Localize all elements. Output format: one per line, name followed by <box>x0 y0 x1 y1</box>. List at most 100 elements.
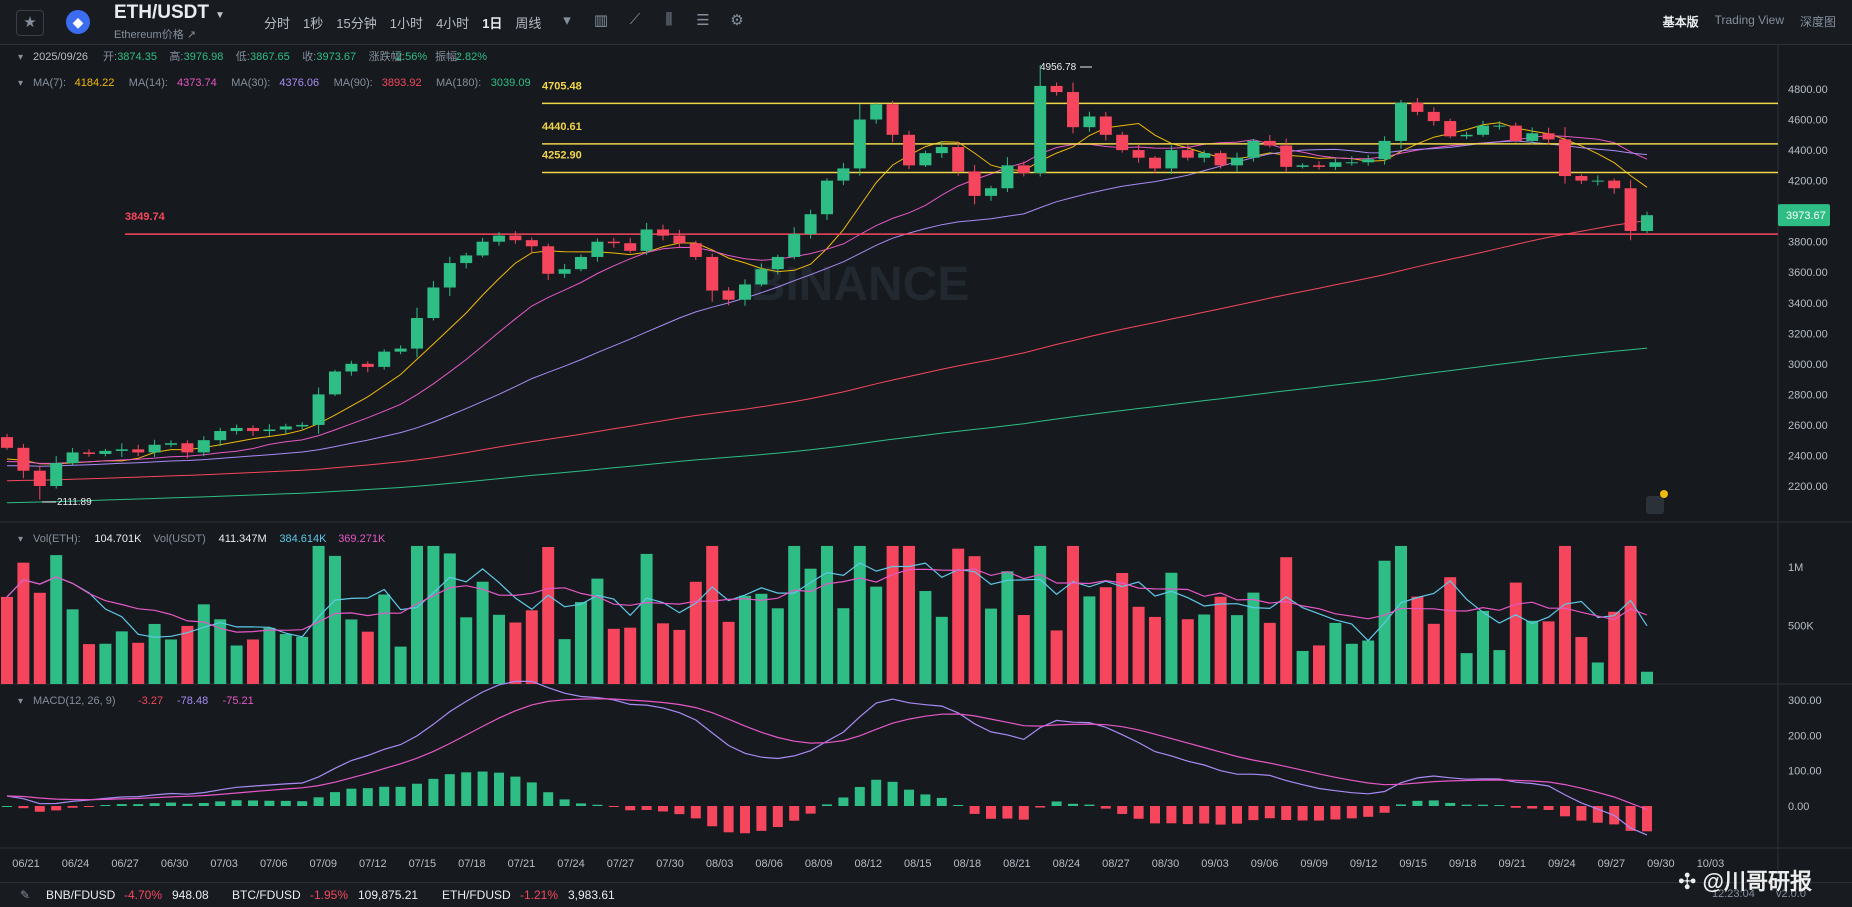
date-tick: 08/21 <box>1003 858 1031 870</box>
chart-canvas[interactable]: BINANCE 4705.48 4440.61 4252.90 3849.74 4956… <box>0 44 1852 882</box>
candle-body <box>558 269 571 274</box>
macd-histogram-bar <box>1379 806 1390 813</box>
bottom-ticker-bar: ✎ BNB/FDUSD -4.70% 948.08 BTC/FDUSD -1.95% 10… <box>0 882 1852 907</box>
date-tick: 07/03 <box>210 858 238 870</box>
volume-bar <box>345 619 358 684</box>
candle-body <box>1263 140 1276 146</box>
macd-histogram-bar <box>969 806 980 814</box>
candle-body <box>1362 159 1375 163</box>
view-option-0[interactable]: 基本版 <box>1662 15 1699 29</box>
ticker-change: -1.95% <box>310 888 349 902</box>
volume-bar <box>247 639 259 684</box>
macd-histogram-bar <box>1166 806 1177 824</box>
interval-tab-1[interactable]: 1秒 <box>303 16 324 31</box>
date-tick: 07/24 <box>557 858 585 870</box>
ticker-name[interactable]: ETH/FDUSD <box>442 888 511 902</box>
price-tick: 2600.00 <box>1788 420 1828 432</box>
ohlc-low: 3867.65 <box>250 51 290 63</box>
macd-histogram-bar <box>1018 806 1029 820</box>
volume-bar <box>1329 622 1342 684</box>
ticker-name[interactable]: BTC/FDUSD <box>232 888 301 902</box>
candle-body <box>1329 162 1342 167</box>
volume-bar <box>1149 616 1161 684</box>
volume-bar <box>575 602 587 684</box>
candle-body <box>1231 157 1243 166</box>
interval-tab-5[interactable]: 1日 <box>482 16 503 31</box>
ethereum-logo-icon: ◆ <box>66 10 90 34</box>
alert-note-icon[interactable] <box>1646 496 1664 514</box>
macd-histogram-bar <box>1100 806 1111 809</box>
volume-bar <box>1280 557 1293 684</box>
vol-legend-collapse-icon[interactable]: ▾ <box>18 534 23 545</box>
macd-histogram-bar <box>904 789 914 806</box>
edit-icon[interactable]: ✎ <box>20 888 31 902</box>
interval-tab-6[interactable]: 周线 <box>515 16 542 31</box>
ohlc-low-label: 低: <box>236 50 250 63</box>
candle-body <box>771 256 784 270</box>
date-tick: 10/03 <box>1697 858 1725 870</box>
compare-icon[interactable]: ⫼ <box>665 11 673 28</box>
ma-legend-collapse-icon[interactable]: ▾ <box>18 78 23 89</box>
candle-body <box>1067 92 1079 128</box>
candle-body <box>411 318 423 349</box>
date-tick: 08/03 <box>706 858 734 870</box>
interval-tab-2[interactable]: 15分钟 <box>336 16 377 31</box>
macd-histogram-bar <box>658 806 668 812</box>
macd-histogram-bar <box>198 803 209 806</box>
candle-body <box>1132 150 1145 158</box>
volume-bar <box>1247 592 1260 684</box>
view-option-1[interactable]: Trading View <box>1714 13 1784 27</box>
dropdown-caret-icon[interactable]: ▾ <box>563 12 571 29</box>
ticker-name[interactable]: BNB/FDUSD <box>46 888 116 902</box>
macd-histogram-bar <box>1576 806 1587 821</box>
ohlc-close-label: 收: <box>302 49 316 63</box>
settings-gear-icon[interactable]: ⚙ <box>730 12 744 29</box>
candle-body <box>542 246 555 274</box>
macd-histogram-bar <box>100 805 111 807</box>
ticker-price: 109,875.21 <box>358 888 419 902</box>
indicator-icon[interactable]: ⟋ <box>629 11 641 28</box>
ohlc-open-label: 开: <box>103 51 117 63</box>
volume-bar <box>66 609 79 684</box>
candle-body <box>1034 85 1047 173</box>
volume-bar <box>591 578 604 684</box>
candle-body <box>1427 111 1440 122</box>
chevron-down-icon[interactable]: ▼ <box>215 10 225 21</box>
macd-histogram-bar <box>264 800 275 806</box>
macd-histogram-bar <box>838 797 849 806</box>
candle-body <box>1313 165 1325 167</box>
volume-tick: 1M <box>1788 562 1803 574</box>
candle-body <box>165 443 177 445</box>
volume-bar <box>17 562 30 684</box>
volume-bar <box>1427 623 1440 684</box>
interval-tab-0[interactable]: 分时 <box>264 16 291 31</box>
candle-body <box>66 452 79 464</box>
candle-body <box>575 256 587 270</box>
candle-body <box>821 180 833 215</box>
ohlc-close: 3973.67 <box>316 51 356 63</box>
date-tick: 07/06 <box>260 858 288 870</box>
view-option-2[interactable]: 深度图 <box>1799 15 1836 29</box>
candle-type-icon[interactable]: ▥ <box>593 12 609 29</box>
candle-body <box>1608 180 1621 189</box>
pair-subtitle-link[interactable]: Ethereum价格 ↗ <box>114 29 196 41</box>
candle-body <box>99 450 112 454</box>
candle-body <box>1280 145 1293 167</box>
macd-dea-line <box>6 698 1648 811</box>
interval-tab-3[interactable]: 1小时 <box>389 16 423 31</box>
layout-icon[interactable]: ☰ <box>696 12 710 29</box>
macd-legend-collapse-icon[interactable]: ▾ <box>18 696 23 707</box>
interval-tab-4[interactable]: 4小时 <box>435 16 470 31</box>
pair-selector[interactable]: ETH/USDT ▼ <box>114 2 225 23</box>
volume-bar <box>148 623 161 684</box>
macd-histogram-bar <box>543 792 554 806</box>
macd-histogram-bar <box>215 801 226 806</box>
macd-histogram-bar <box>1527 806 1538 809</box>
favorite-star-icon[interactable]: ★ <box>16 10 44 36</box>
macd-histogram-bar <box>854 786 865 806</box>
ma-legend-label: MA(7): <box>33 77 66 89</box>
candle-body <box>443 263 456 288</box>
candle-body <box>312 394 325 425</box>
ohlc-legend-collapse-icon[interactable]: ▾ <box>18 52 23 63</box>
candle-body <box>132 449 145 453</box>
